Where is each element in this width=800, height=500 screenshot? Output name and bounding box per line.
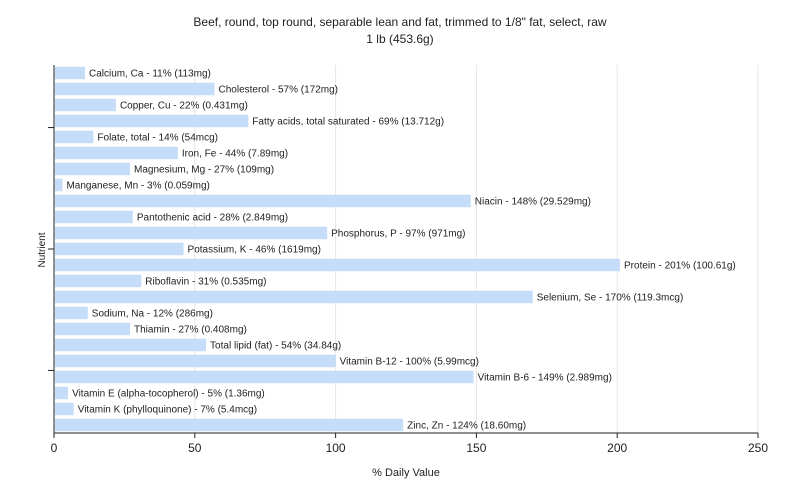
- bar-label: Sodium, Na - 12% (286mg): [92, 309, 213, 320]
- bar: [55, 114, 249, 128]
- bar: [55, 66, 85, 80]
- bar-label: Manganese, Mn - 3% (0.059mg): [66, 181, 209, 192]
- x-tick-label: 150: [466, 441, 486, 455]
- bar: [55, 306, 88, 320]
- x-tick-label: 50: [188, 441, 202, 455]
- chart-subtitle: 1 lb (453.6g): [366, 32, 434, 46]
- x-tick-label: 100: [326, 441, 346, 455]
- bar-label: Riboflavin - 31% (0.535mg): [145, 277, 266, 288]
- bar: [55, 98, 116, 112]
- bar: [55, 338, 207, 352]
- bar-label: Vitamin B-12 - 100% (5.99mcg): [340, 357, 479, 368]
- x-tick-label: 0: [51, 441, 58, 455]
- bar: [55, 82, 215, 96]
- bar-label: Iron, Fe - 44% (7.89mg): [182, 149, 288, 160]
- bar-label: Pantothenic acid - 28% (2.849mg): [137, 213, 288, 224]
- bar: [55, 402, 74, 416]
- y-axis-label: Nutrient: [37, 232, 48, 267]
- x-tick-label: 200: [607, 441, 627, 455]
- x-tick-label: 250: [748, 441, 768, 455]
- bar: [55, 290, 533, 304]
- bar-label: Total lipid (fat) - 54% (34.84g): [210, 341, 341, 352]
- bar-label: Vitamin B-6 - 149% (2.989mg): [478, 373, 612, 384]
- bar: [55, 226, 328, 240]
- bar-label: Calcium, Ca - 11% (113mg): [89, 69, 211, 80]
- bar: [55, 354, 336, 368]
- bar: [55, 178, 63, 192]
- bar: [55, 322, 131, 336]
- bar: [55, 130, 94, 144]
- bar-label: Selenium, Se - 170% (119.3mcg): [537, 293, 684, 304]
- bar-label: Protein - 201% (100.61g): [624, 261, 736, 272]
- bar: [55, 242, 184, 256]
- bar-label: Thiamin - 27% (0.408mg): [134, 325, 247, 336]
- bar: [55, 418, 404, 432]
- bar: [55, 162, 131, 176]
- chart-title: Beef, round, top round, separable lean a…: [193, 15, 607, 29]
- bar-label: Copper, Cu - 22% (0.431mg): [120, 101, 248, 112]
- bar-label: Zinc, Zn - 124% (18.60mg): [407, 421, 526, 432]
- bar: [55, 210, 133, 224]
- bar-label: Magnesium, Mg - 27% (109mg): [134, 165, 274, 176]
- x-axis-label: % Daily Value: [372, 467, 440, 479]
- bar: [55, 274, 142, 288]
- bar-label: Vitamin K (phylloquinone) - 7% (5.4mcg): [78, 405, 257, 416]
- bar-label: Cholesterol - 57% (172mg): [219, 85, 339, 96]
- bar: [55, 194, 471, 208]
- bar-label: Potassium, K - 46% (1619mg): [188, 245, 321, 256]
- bar-label: Niacin - 148% (29.529mg): [475, 197, 591, 208]
- bar: [55, 146, 178, 160]
- bar: [55, 370, 474, 384]
- bars: Calcium, Ca - 11% (113mg) Cholesterol - 5…: [55, 66, 736, 432]
- bar-label: Phosphorus, P - 97% (971mg): [331, 229, 465, 240]
- bar-label: Folate, total - 14% (54mcg): [97, 133, 218, 144]
- bar: [55, 386, 69, 400]
- axes: 0 50 100 150 200 250: [48, 65, 768, 455]
- bar-label: Vitamin E (alpha-tocopherol) - 5% (1.36m…: [72, 389, 265, 400]
- bar: [55, 258, 621, 272]
- bar-label: Fatty acids, total saturated - 69% (13.7…: [252, 117, 444, 128]
